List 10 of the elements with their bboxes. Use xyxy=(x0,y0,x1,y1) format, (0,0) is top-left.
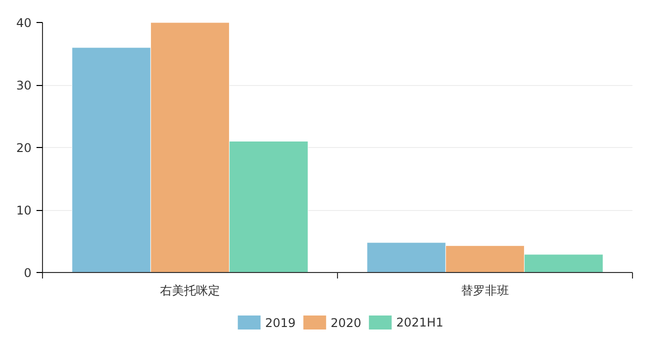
y-tick-label: 40 xyxy=(16,16,32,30)
y-tick-label: 10 xyxy=(16,204,32,218)
legend-label: 2021H1 xyxy=(396,316,444,330)
y-tick-label: 0 xyxy=(24,266,32,280)
y-tick-label: 30 xyxy=(16,78,32,92)
legend-label: 2020 xyxy=(330,316,362,330)
legend-label: 2019 xyxy=(265,316,296,330)
x-tick-label: 替罗非班 xyxy=(461,284,509,298)
y-tick-label: 20 xyxy=(16,141,32,155)
x-tick-label: 右美托咪定 xyxy=(160,284,220,298)
